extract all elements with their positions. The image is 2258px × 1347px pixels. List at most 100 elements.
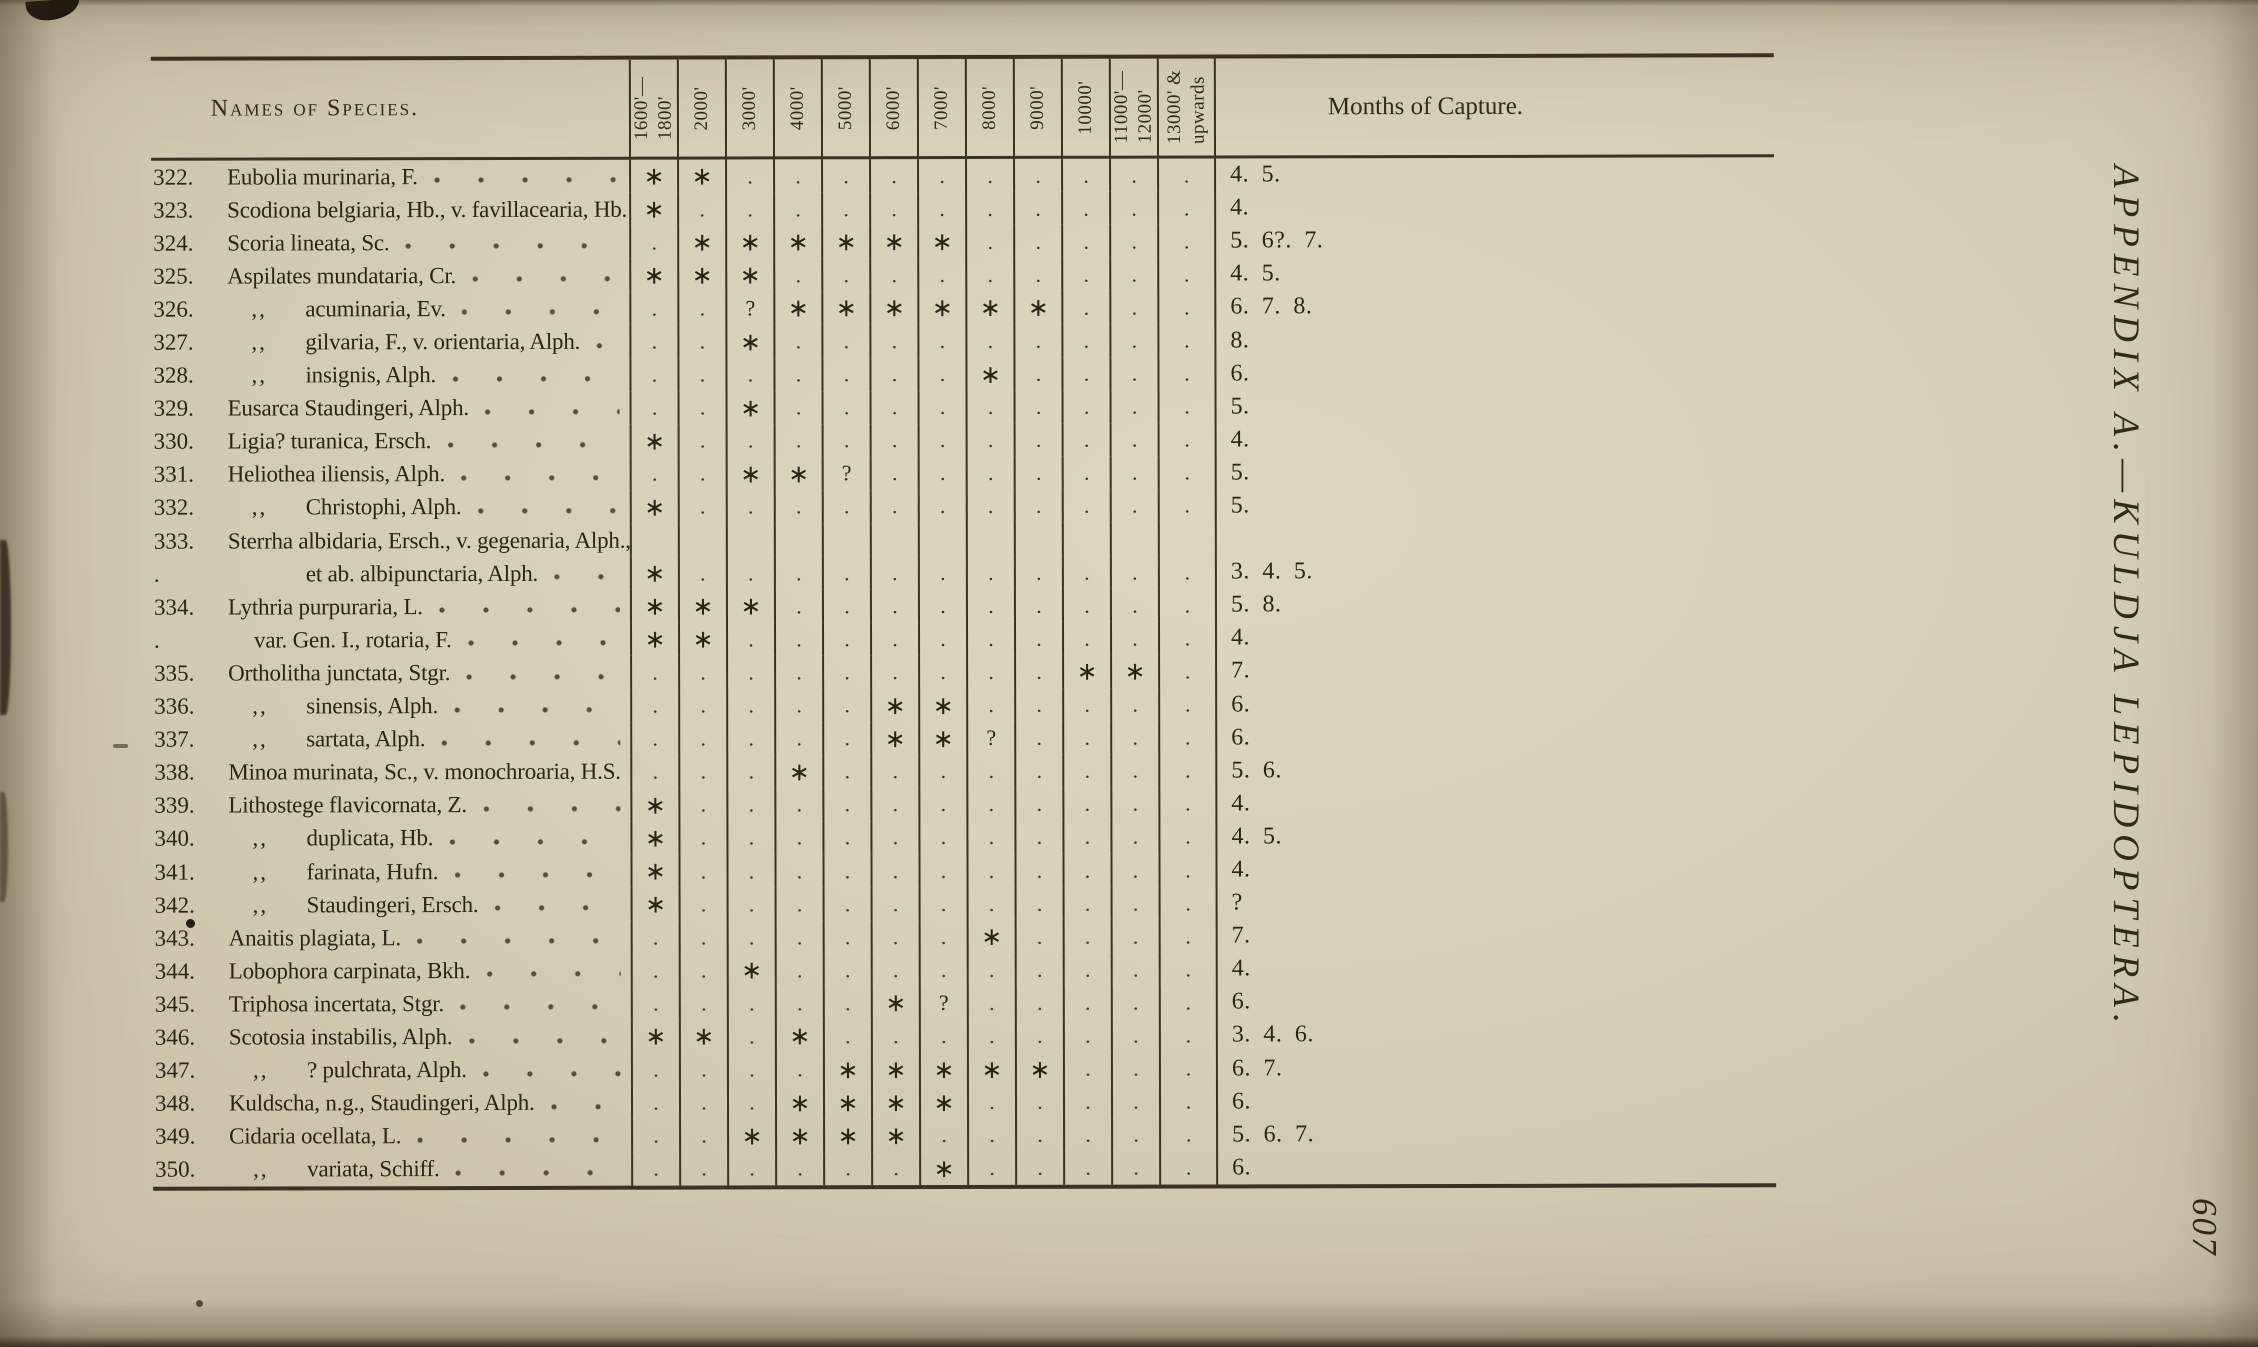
species-cell: 323. Scodiona belgiaria, Hb., v. favillac… xyxy=(151,193,629,227)
species-cell: 338. Minoa murinata, Sc., v. monochroaria… xyxy=(152,755,630,789)
absence-dot: . xyxy=(1035,195,1041,221)
altitude-cell: . xyxy=(678,920,727,954)
altitude-cell: . xyxy=(1158,1018,1216,1053)
absence-dot: . xyxy=(987,228,993,254)
altitude-cell: ∗ xyxy=(630,854,679,888)
altitude-cell: ∗ xyxy=(917,225,966,259)
leader-dots xyxy=(417,1136,622,1143)
altitude-cell: . xyxy=(870,820,919,855)
altitude-cell: . xyxy=(677,358,726,392)
altitude-cell: . xyxy=(775,1152,824,1186)
altitude-cell: . xyxy=(1157,357,1215,391)
presence-star: ∗ xyxy=(645,889,667,919)
altitude-cell: . xyxy=(917,158,966,193)
species-name: Triphosa incertata, Stgr. xyxy=(228,990,445,1017)
months-cell: 3. 4. 5. xyxy=(1214,554,1775,589)
altitude-cell: . xyxy=(821,423,870,458)
altitude-cell: ∗ xyxy=(677,589,727,623)
absence-dot: . xyxy=(795,195,801,221)
absence-dot: . xyxy=(1036,592,1042,618)
altitude-cell: ∗ xyxy=(629,258,678,293)
absence-dot: . xyxy=(652,758,659,784)
absence-dot: . xyxy=(1085,1055,1091,1081)
absence-dot: . xyxy=(1036,691,1042,717)
row-number: 331. xyxy=(153,462,194,488)
presence-star: ∗ xyxy=(931,293,953,323)
absence-dot: . xyxy=(939,328,946,354)
absence-dot: . xyxy=(891,361,898,387)
altitude-cell: . xyxy=(821,357,870,391)
altitude-cell: . xyxy=(918,820,967,855)
species-cell: 335. Ortholitha junctata, Stgr. xyxy=(152,656,630,690)
absence-dot: . xyxy=(1036,923,1043,949)
absence-dot: . xyxy=(1131,162,1137,188)
absence-dot: . xyxy=(989,1122,995,1148)
altitude-cell: . xyxy=(822,688,871,722)
altitude-cell: ∗ xyxy=(774,754,823,789)
absence-dot: . xyxy=(749,1089,755,1115)
absence-dot: . xyxy=(1184,658,1191,684)
absence-dot: . xyxy=(1083,427,1090,453)
leader-dots xyxy=(486,971,621,978)
ditto-mark: ,, xyxy=(252,892,269,918)
altitude-cell: ∗ xyxy=(630,821,679,855)
altitude-cell: . xyxy=(821,589,871,623)
absence-dot: . xyxy=(1132,757,1139,783)
altitude-cell: . xyxy=(1110,688,1159,722)
species-name: Scodiona belgiaria, Hb., v. favillaceari… xyxy=(227,196,628,223)
altitude-cell: . xyxy=(1061,555,1110,590)
altitude-cell: . xyxy=(773,390,822,425)
absence-dot: . xyxy=(939,195,945,221)
absence-dot: . xyxy=(1131,195,1137,221)
altitude-cell: . xyxy=(917,423,966,457)
absence-dot: . xyxy=(701,990,707,1016)
absence-dot: . xyxy=(1084,857,1091,883)
altitude-cell: ∗ xyxy=(918,688,967,722)
ditto-mark: ,, xyxy=(252,726,268,752)
altitude-cell: . xyxy=(869,192,918,226)
altitude-cell: ∗ xyxy=(870,1085,920,1119)
altitude-cell: . xyxy=(725,556,774,590)
absence-dot: . xyxy=(939,493,946,519)
altitude-cell: . xyxy=(822,953,871,987)
presence-star: ∗ xyxy=(691,161,713,191)
presence-star: ∗ xyxy=(837,1120,859,1151)
months-of-capture-header: Months of Capture. xyxy=(1213,57,1775,159)
absence-dot: . xyxy=(1184,294,1190,320)
presence-star: ∗ xyxy=(835,227,857,257)
species-cell: 326.,, acuminaria, Ev. xyxy=(151,292,629,326)
row-number: 345. xyxy=(154,991,196,1017)
altitude-cell: . xyxy=(629,391,678,425)
species-name: insignis, Alph. xyxy=(305,362,437,388)
altitude-cell: . xyxy=(1014,688,1063,722)
absence-dot: . xyxy=(748,758,755,784)
altitude-cell: . xyxy=(1014,1085,1064,1119)
absence-dot: . xyxy=(796,725,803,751)
absence-dot: . xyxy=(796,593,802,619)
absence-dot: . xyxy=(796,824,803,850)
species-name: Ligia? turanica, Ersch. xyxy=(227,428,432,454)
presence-star: ∗ xyxy=(693,1022,715,1052)
absence-dot: . xyxy=(843,162,849,188)
species-cell: 346. Scotosia instabilis, Alph. xyxy=(153,1020,631,1054)
altitude-cell: . xyxy=(918,622,967,656)
absence-dot: . xyxy=(1035,427,1042,453)
altitude-cell: . xyxy=(966,953,1015,987)
altitude-column-header: 7000' xyxy=(916,58,966,160)
species-cell: 341.,, farinata, Hufn. xyxy=(152,855,630,889)
species-name: Anaitis plagiata, L. xyxy=(228,924,401,951)
altitude-cell: ∗ xyxy=(822,1085,872,1120)
months-cell: 5. 8. xyxy=(1214,587,1775,622)
absence-dot: . xyxy=(796,659,802,685)
altitude-cell: . xyxy=(1110,985,1159,1020)
altitude-column-header: 1600'— 1800' xyxy=(628,59,678,160)
altitude-cell: . xyxy=(1014,1019,1063,1053)
row-number: 348. xyxy=(154,1090,196,1116)
absence-dot: . xyxy=(1132,625,1138,651)
altitude-cell: . xyxy=(1157,191,1215,225)
species-cell: 345. Triphosa incertata, Stgr. xyxy=(153,987,631,1021)
absence-dot: . xyxy=(987,327,994,353)
altitude-cell: . xyxy=(774,854,823,888)
presence-star: ∗ xyxy=(931,227,953,257)
altitude-cell: . xyxy=(1110,919,1159,953)
